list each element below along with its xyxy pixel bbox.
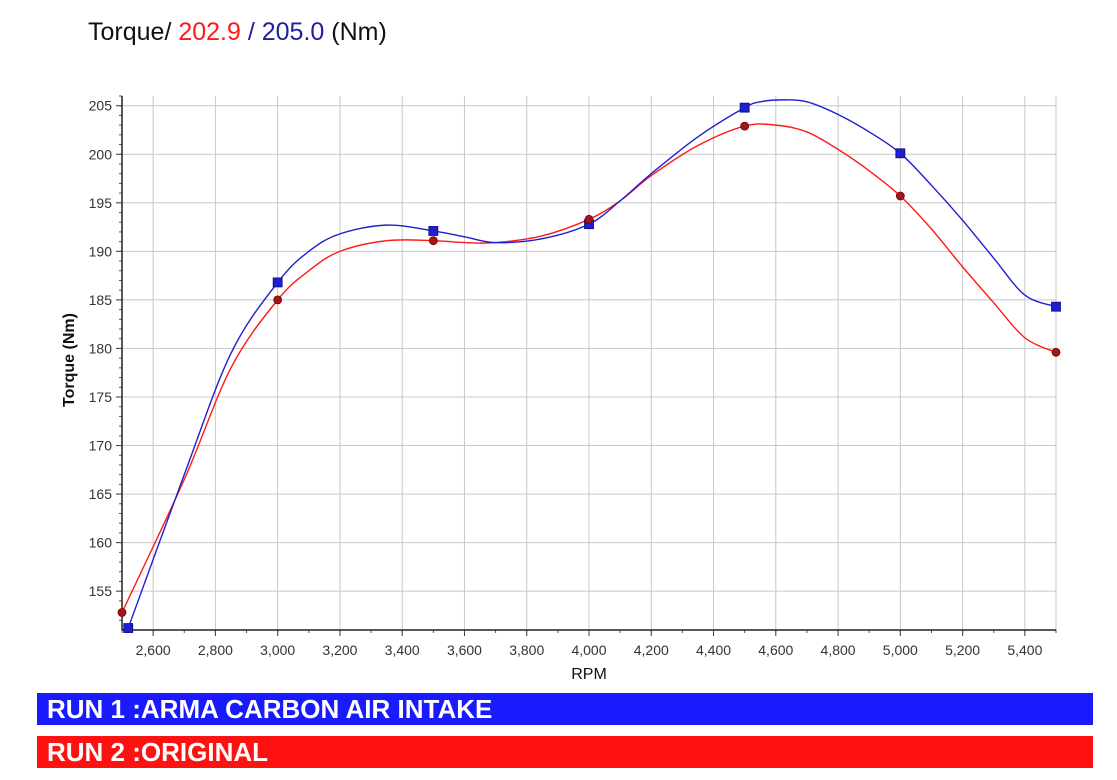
title-run1-value: 205.0 [261, 18, 325, 46]
grid-lines [122, 96, 1057, 630]
x-axis-label: RPM [571, 666, 607, 683]
run1-point [428, 226, 439, 236]
torque-chart: 2,600 2,800 3,000 3,200 3,400 3,600 3,800 4,000… [61, 95, 1061, 683]
run2-point [273, 295, 283, 305]
x-tick-label: 4,800 [821, 642, 856, 658]
x-tick-label: 4,600 [758, 642, 793, 658]
run1-point [895, 148, 906, 159]
y-tick-label: 185 [89, 292, 113, 308]
tick-labels: 2,600 2,800 3,000 3,200 3,400 3,600 3,800 4,000… [89, 98, 1043, 658]
x-tick-label: 5,400 [1007, 642, 1042, 658]
series-markers [117, 102, 1061, 633]
y-tick-label: 180 [89, 340, 113, 356]
y-tick-label: 190 [89, 243, 113, 259]
x-tick-label: 3,200 [322, 642, 357, 658]
x-tick-label: 3,600 [447, 642, 482, 658]
title-unit: (Nm) [324, 18, 387, 46]
run1-line [127, 99, 1057, 629]
y-axis-label: Torque (Nm) [61, 313, 78, 407]
run1-point [739, 102, 750, 113]
x-tick-label: 4,200 [634, 642, 669, 658]
chart-title: Torque/ 202.9 / 205.0 (Nm) [88, 18, 387, 47]
y-tick-label: 155 [89, 583, 113, 599]
x-tick-label: 5,000 [883, 642, 918, 658]
x-tick-label: 3,800 [509, 642, 544, 658]
axes [116, 95, 1057, 636]
x-tick-label: 3,400 [385, 642, 420, 658]
run2-point [428, 236, 438, 246]
y-tick-label: 175 [89, 389, 113, 405]
run1-point [272, 277, 283, 288]
run2-point [584, 214, 594, 224]
title-prefix: Torque/ [88, 18, 179, 46]
y-tick-label: 160 [89, 535, 113, 551]
title-run2-value: 202.9 [178, 18, 241, 46]
y-tick-label: 200 [89, 146, 113, 162]
x-tick-label: 5,200 [945, 642, 980, 658]
run1-point [1051, 301, 1061, 312]
run1-point [123, 623, 134, 633]
run2-point [1051, 347, 1061, 357]
y-tick-label: 205 [89, 98, 113, 114]
x-tick-label: 4,000 [571, 642, 606, 658]
x-tick-label: 2,800 [198, 642, 233, 658]
x-tick-label: 3,000 [260, 642, 295, 658]
run2-point [895, 191, 905, 201]
x-tick-label: 4,400 [696, 642, 731, 658]
run2-point [740, 121, 750, 131]
y-tick-label: 195 [89, 195, 113, 211]
legend-run1: RUN 1 :ARMA CARBON AIR INTAKE [37, 693, 1093, 725]
y-tick-label: 165 [89, 486, 113, 502]
run2-point [117, 608, 127, 617]
y-tick-label: 170 [89, 438, 113, 454]
legend-run2: RUN 2 :ORIGINAL [37, 736, 1093, 768]
title-separator: / [240, 18, 262, 46]
series-lines [121, 99, 1057, 629]
x-tick-label: 2,600 [136, 642, 171, 658]
